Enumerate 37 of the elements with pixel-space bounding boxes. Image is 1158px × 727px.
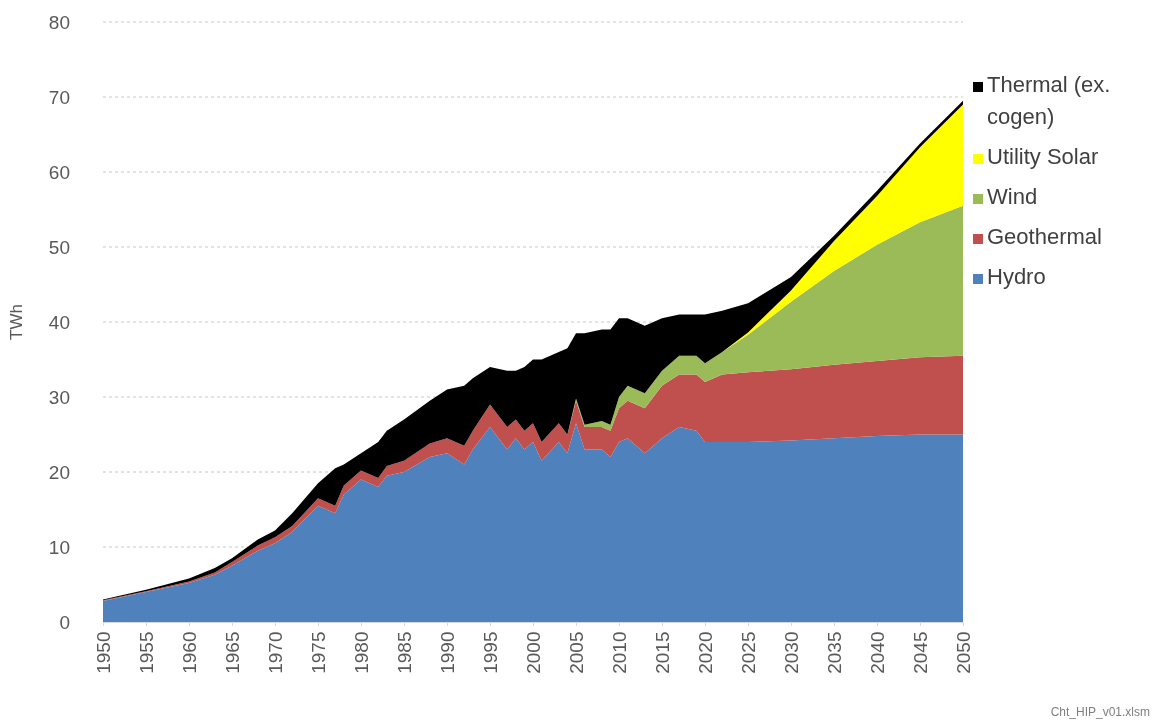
x-tick-label: 2035 <box>823 631 845 674</box>
x-tick-label: 1950 <box>92 631 114 674</box>
x-tick-label: 1975 <box>307 631 329 674</box>
x-tick-label: 2025 <box>737 631 759 674</box>
y-tick-label: 40 <box>48 311 70 333</box>
x-tick-label: 1965 <box>221 631 243 674</box>
y-tick-label: 60 <box>48 161 70 183</box>
y-tick-label: 0 <box>59 611 70 633</box>
x-tick-label: 2020 <box>694 631 716 674</box>
x-tick-label: 2030 <box>780 631 802 674</box>
x-tick-label: 2050 <box>952 631 974 674</box>
legend-label: Utility Solar <box>987 144 1099 169</box>
y-tick-label: 20 <box>48 461 70 483</box>
x-tick-label: 1955 <box>135 631 157 674</box>
x-tick-label: 1985 <box>393 631 415 674</box>
text: Cht_HIP_v01.xlsm <box>1050 705 1150 719</box>
x-tick-label: 1995 <box>479 631 501 674</box>
x-tick-label: 1960 <box>178 631 200 674</box>
x-tick-label: 2010 <box>608 631 630 674</box>
y-tick-label: 70 <box>48 86 70 108</box>
y-tick-label: 50 <box>48 236 70 258</box>
x-tick-label: 1990 <box>436 631 458 674</box>
x-tick-label: 2015 <box>651 631 673 674</box>
x-tick-label: 2005 <box>565 631 587 674</box>
x-tick-label: 1970 <box>264 631 286 674</box>
legend-label: Geothermal <box>987 224 1102 249</box>
y-tick-label: 30 <box>48 386 70 408</box>
y-tick-label: 80 <box>48 11 70 33</box>
y-tick-label: 10 <box>48 536 70 558</box>
x-tick-label: 2000 <box>522 631 544 674</box>
x-tick-label: 1980 <box>350 631 372 674</box>
y-axis-title: TWh <box>7 304 26 340</box>
x-tick-label: 2045 <box>909 631 931 674</box>
legend-label: Thermal (ex. cogen) <box>987 72 1111 129</box>
legend-label: Hydro <box>987 264 1046 289</box>
legend-label: Wind <box>987 184 1038 209</box>
x-tick-label: 2040 <box>866 631 888 674</box>
